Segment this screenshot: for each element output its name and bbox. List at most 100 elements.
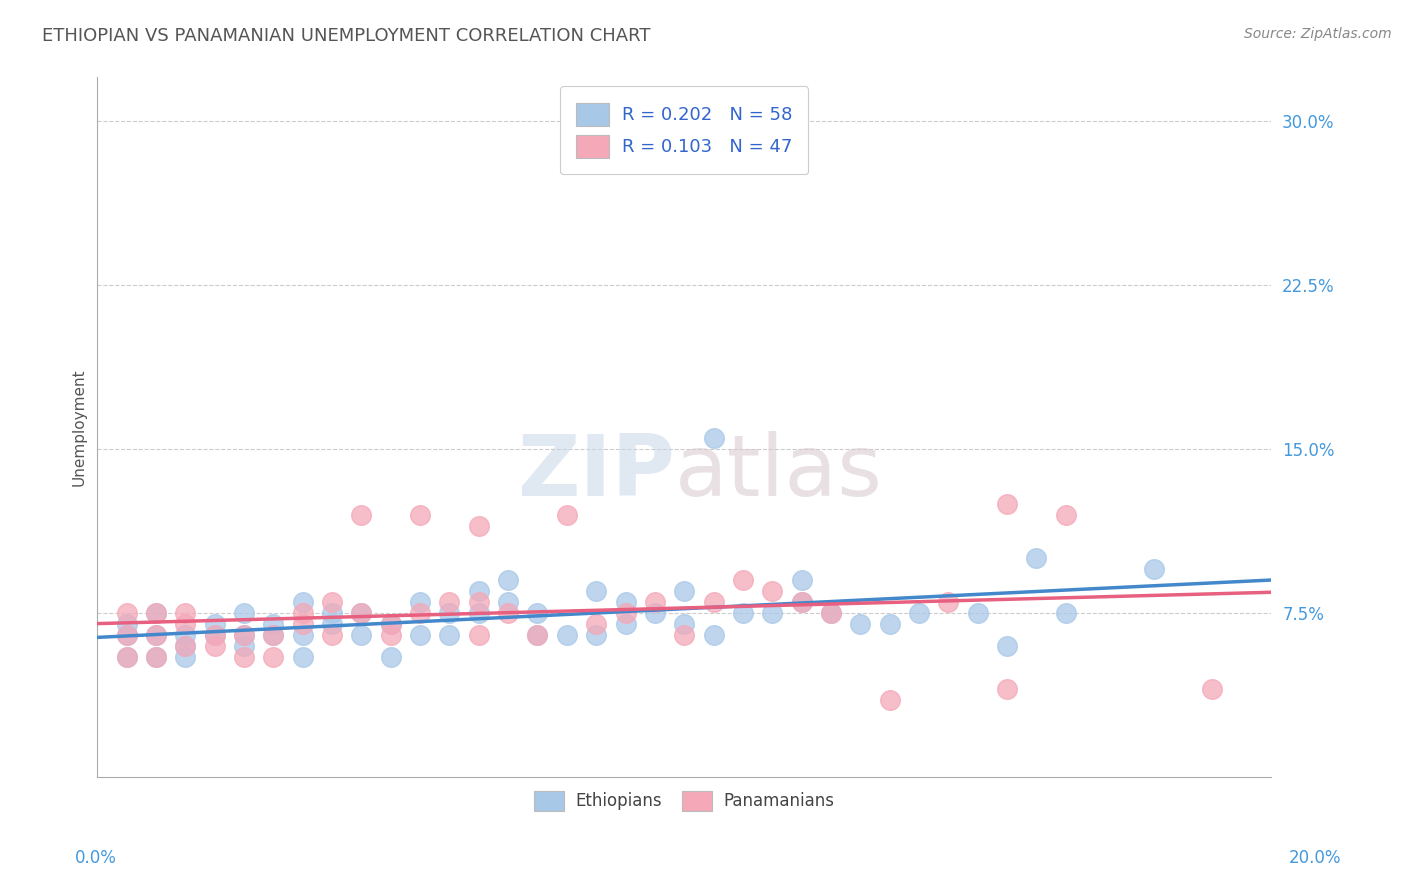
Point xyxy=(174,628,197,642)
Point xyxy=(731,573,754,587)
Point xyxy=(145,606,167,620)
Point xyxy=(820,606,842,620)
Point xyxy=(439,606,461,620)
Y-axis label: Unemployment: Unemployment xyxy=(72,368,86,486)
Point xyxy=(468,606,491,620)
Point xyxy=(409,628,432,642)
Text: 20.0%: 20.0% xyxy=(1288,849,1341,867)
Point xyxy=(731,606,754,620)
Point xyxy=(849,616,872,631)
Point xyxy=(585,584,607,599)
Point xyxy=(966,606,988,620)
Point xyxy=(115,606,138,620)
Point xyxy=(995,497,1018,511)
Text: 0.0%: 0.0% xyxy=(75,849,117,867)
Point xyxy=(174,606,197,620)
Point xyxy=(526,628,548,642)
Point xyxy=(350,508,373,522)
Point xyxy=(614,616,637,631)
Point xyxy=(585,628,607,642)
Point xyxy=(936,595,959,609)
Point xyxy=(468,628,491,642)
Point xyxy=(496,595,519,609)
Point xyxy=(761,584,783,599)
Point xyxy=(468,595,491,609)
Point xyxy=(291,595,314,609)
Point xyxy=(496,606,519,620)
Point xyxy=(350,628,373,642)
Point xyxy=(790,573,813,587)
Point xyxy=(908,606,931,620)
Point xyxy=(380,616,402,631)
Point xyxy=(145,628,167,642)
Point xyxy=(468,584,491,599)
Point xyxy=(380,616,402,631)
Point xyxy=(262,616,284,631)
Point xyxy=(233,606,256,620)
Point xyxy=(174,639,197,653)
Point xyxy=(555,508,578,522)
Point xyxy=(879,693,901,707)
Point xyxy=(526,606,548,620)
Point xyxy=(761,606,783,620)
Point xyxy=(995,682,1018,697)
Point xyxy=(879,616,901,631)
Point xyxy=(585,616,607,631)
Legend: Ethiopians, Panamanians: Ethiopians, Panamanians xyxy=(520,778,848,824)
Point xyxy=(614,606,637,620)
Point xyxy=(115,616,138,631)
Point xyxy=(233,639,256,653)
Point xyxy=(321,616,343,631)
Point xyxy=(233,649,256,664)
Point xyxy=(291,616,314,631)
Point xyxy=(644,595,666,609)
Point xyxy=(820,606,842,620)
Point xyxy=(291,649,314,664)
Text: Source: ZipAtlas.com: Source: ZipAtlas.com xyxy=(1244,27,1392,41)
Text: ETHIOPIAN VS PANAMANIAN UNEMPLOYMENT CORRELATION CHART: ETHIOPIAN VS PANAMANIAN UNEMPLOYMENT COR… xyxy=(42,27,651,45)
Point xyxy=(673,628,696,642)
Point xyxy=(614,595,637,609)
Point xyxy=(174,616,197,631)
Text: ZIP: ZIP xyxy=(517,431,675,515)
Point xyxy=(233,628,256,642)
Point xyxy=(702,628,724,642)
Point xyxy=(321,628,343,642)
Point xyxy=(321,595,343,609)
Point xyxy=(702,431,724,445)
Point xyxy=(380,628,402,642)
Point xyxy=(673,616,696,631)
Point xyxy=(321,606,343,620)
Point xyxy=(790,595,813,609)
Point xyxy=(204,628,226,642)
Point xyxy=(204,628,226,642)
Point xyxy=(115,628,138,642)
Point xyxy=(204,616,226,631)
Point xyxy=(233,628,256,642)
Point xyxy=(439,628,461,642)
Point xyxy=(1025,551,1047,566)
Point xyxy=(380,649,402,664)
Point xyxy=(439,595,461,609)
Point xyxy=(204,639,226,653)
Point xyxy=(1201,682,1223,697)
Point xyxy=(790,595,813,609)
Text: atlas: atlas xyxy=(675,431,883,515)
Point xyxy=(1143,562,1166,576)
Point xyxy=(145,649,167,664)
Point xyxy=(409,508,432,522)
Point xyxy=(350,606,373,620)
Point xyxy=(673,584,696,599)
Point xyxy=(1054,606,1077,620)
Point xyxy=(468,518,491,533)
Point xyxy=(995,639,1018,653)
Point xyxy=(115,649,138,664)
Point xyxy=(350,606,373,620)
Point xyxy=(174,639,197,653)
Point xyxy=(644,606,666,620)
Point xyxy=(409,606,432,620)
Point xyxy=(496,573,519,587)
Point xyxy=(145,606,167,620)
Point xyxy=(145,628,167,642)
Point xyxy=(262,628,284,642)
